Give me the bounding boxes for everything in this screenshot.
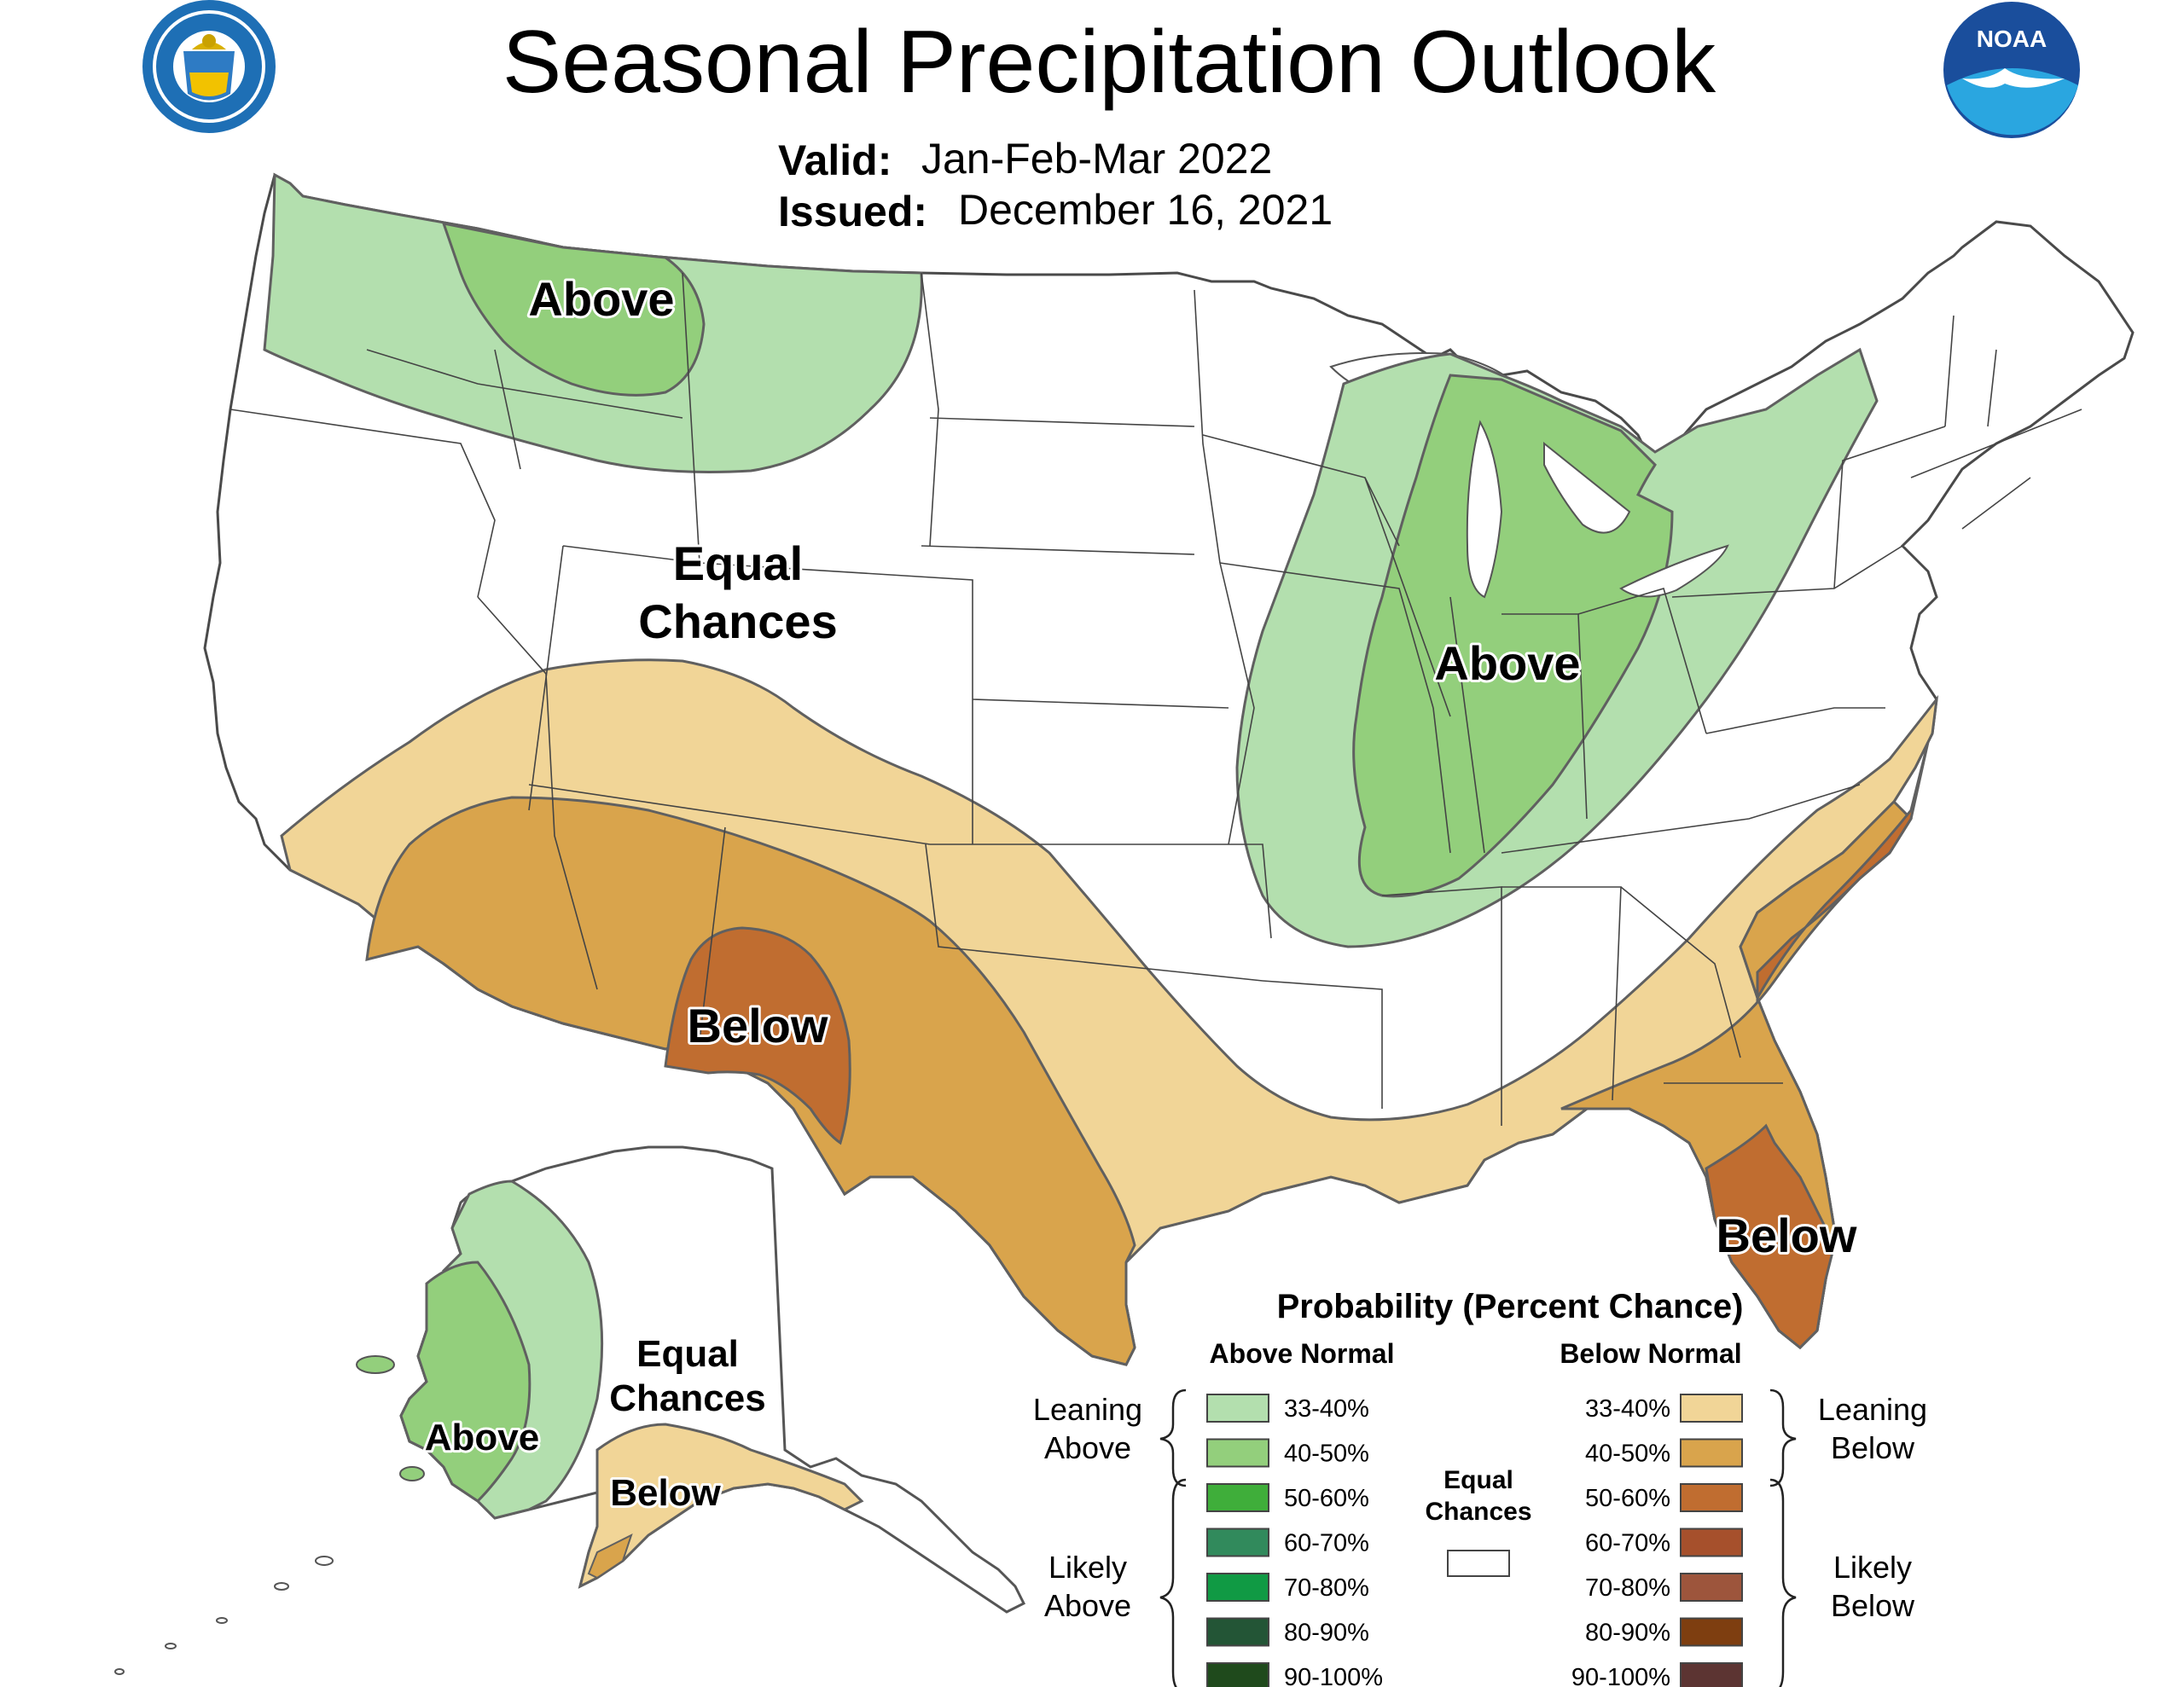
legend-above-label-4: 60-70%	[1284, 1530, 1369, 1557]
valid-value: Jan-Feb-Mar 2022	[921, 135, 1272, 183]
legend-below-swatch-5	[1680, 1573, 1743, 1602]
valid-label: Valid:	[778, 136, 892, 184]
legend-above-label-6: 80-90%	[1284, 1620, 1369, 1647]
label-alaska-below: Below	[610, 1472, 721, 1514]
legend-above-label-1: 33-40%	[1284, 1395, 1369, 1423]
legend-below-label-6: 80-90%	[1585, 1620, 1670, 1647]
issued-label: Issued:	[778, 188, 927, 235]
legend-equal-2: Chances	[1425, 1498, 1531, 1526]
lake-michigan-overlay	[1466, 420, 1503, 599]
alaska-below-33-40	[578, 1423, 864, 1589]
legend-likely-above-2: Above	[1044, 1588, 1131, 1623]
page-title: Seasonal Precipitation Outlook	[502, 13, 1716, 112]
legend-above-swatch-3	[1206, 1483, 1269, 1512]
legend-equal-swatch	[1447, 1550, 1510, 1577]
legend-above-header: Above Normal	[1210, 1338, 1395, 1369]
legend-leaning-above-2: Above	[1044, 1430, 1131, 1465]
label-alaska-equal-line2: Chances	[609, 1377, 765, 1419]
label-southwest-below: Below	[688, 999, 828, 1052]
legend-below-label-5: 70-80%	[1585, 1574, 1670, 1602]
legend-above-rows: 33-40% 40-50% 50-60% 60-70% 70-80% 80-90% 90-1…	[1206, 1394, 1383, 1687]
region-southeast-below-33-40-strip	[1756, 741, 1930, 1003]
legend-below-swatch-2	[1680, 1438, 1743, 1468]
legend-leaning-above-1: Leaning	[1033, 1392, 1142, 1427]
alaska-islands	[114, 1355, 425, 1675]
alaska-below-40-50	[587, 1533, 633, 1580]
region-southwest-below-40-50	[365, 796, 1136, 1366]
label-midwest-above: Above	[1434, 636, 1580, 690]
legend-above-swatch-5	[1206, 1573, 1269, 1602]
legend-above-label-7: 90-100%	[1284, 1664, 1383, 1687]
legend-below-swatch-3	[1680, 1483, 1743, 1512]
legend-braces	[1159, 1388, 1797, 1687]
legend-below-header: Below Normal	[1560, 1338, 1741, 1369]
legend-below-label-3: 50-60%	[1585, 1485, 1670, 1512]
legend-title: Probability (Percent Chance)	[1277, 1288, 1744, 1325]
label-alaska-above: Above	[425, 1417, 539, 1458]
noaa-logo: NOAA	[1943, 2, 2080, 138]
region-florida-below-50-60	[1705, 1123, 1836, 1350]
label-equal-line2: Chances	[638, 594, 837, 648]
label-equal-line1: Equal	[673, 536, 803, 590]
label-northwest-above: Above	[528, 272, 674, 326]
region-southwest-below-50-60	[664, 926, 851, 1145]
label-alaska-equal-line1: Equal	[636, 1333, 739, 1375]
legend-below-label-2: 40-50%	[1585, 1441, 1670, 1468]
legend-below-swatch-6	[1680, 1617, 1743, 1647]
legend-likely-below-2: Below	[1831, 1588, 1915, 1623]
lake-erie-overlay	[1619, 544, 1729, 598]
region-northwest-above-40-50	[441, 222, 706, 397]
legend-above-label-2: 40-50%	[1284, 1441, 1369, 1468]
legend-above-swatch-6	[1206, 1617, 1269, 1647]
legend-likely-above-1: Likely	[1048, 1550, 1127, 1585]
legend-leaning-below-1: Leaning	[1818, 1392, 1927, 1427]
legend-below-swatch-7	[1680, 1662, 1743, 1687]
legend-below-label-7: 90-100%	[1571, 1664, 1670, 1687]
lake-huron-overlay	[1543, 441, 1631, 534]
legend-above-swatch-2	[1206, 1438, 1269, 1468]
legend-leaning-below-2: Below	[1831, 1430, 1915, 1465]
alaska-above-40-50	[399, 1261, 531, 1503]
legend-below-label-4: 60-70%	[1585, 1530, 1670, 1557]
issued-value: December 16, 2021	[958, 186, 1333, 234]
state-boundaries	[229, 272, 2082, 1126]
noaa-logo-text: NOAA	[1977, 26, 2047, 52]
legend-below-swatch-4	[1680, 1528, 1743, 1557]
legend-above-label-3: 50-60%	[1284, 1485, 1369, 1512]
legend-below-label-1: 33-40%	[1585, 1395, 1670, 1423]
legend-below-rows: 33-40% 40-50% 50-60% 60-70% 70-80% 80-90% 90-1…	[1571, 1394, 1743, 1687]
legend: Probability (Percent Chance) Above Norma…	[1033, 1288, 1927, 1687]
legend-above-swatch-4	[1206, 1528, 1269, 1557]
commerce-seal-logo	[142, 0, 276, 133]
legend-likely-below-1: Likely	[1833, 1550, 1912, 1585]
legend-above-swatch-1	[1206, 1394, 1269, 1423]
legend-equal-1: Equal	[1443, 1466, 1513, 1494]
legend-above-swatch-7	[1206, 1662, 1269, 1687]
legend-above-label-5: 70-80%	[1284, 1574, 1369, 1602]
legend-below-swatch-1	[1680, 1394, 1743, 1423]
label-florida-below: Below	[1716, 1209, 1857, 1262]
